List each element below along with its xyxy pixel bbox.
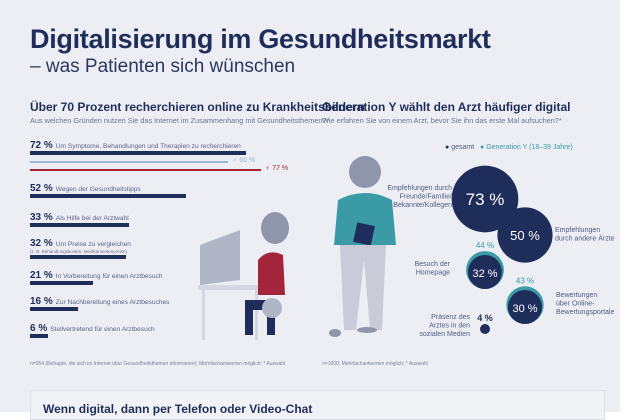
- man-with-tablet-illustration: [329, 156, 396, 337]
- bottom-heading: Wenn digital, dann per Telefon oder Vide…: [43, 402, 313, 416]
- bar-value: 6 %: [30, 323, 48, 334]
- bubble-generation-y-label: 44 %: [476, 241, 494, 250]
- bar-category: Wegen der Gesundheitstipps: [55, 186, 141, 193]
- right-question: Wie erfahren Sie von einem Arzt, bevor S…: [322, 116, 562, 125]
- bubble-gesamt-label: 50 %: [510, 228, 540, 243]
- legend-generation-y: ● Generation Y (18–39 Jahre): [480, 144, 573, 151]
- woman-at-computer-illustration: [198, 212, 289, 340]
- bar: [30, 151, 246, 155]
- bubble-gesamt: [480, 324, 490, 334]
- bar-label: 16 % Zur Nachbereitung eines Arztbesuches: [30, 296, 169, 307]
- bubble-category-label: Bewertungen über Online-Bewertungsportale: [556, 292, 614, 316]
- bar-category: In Vorbereitung für einen Arztbesuch: [55, 273, 163, 280]
- bar-label: 72 % Um Symptome, Behandlungen und Therap…: [30, 140, 241, 151]
- bubble-category-label: Empfehlungen durch andere Ärzte: [555, 227, 615, 243]
- left-question: Aus welchen Gründen nutzen Sie das Inter…: [30, 116, 330, 125]
- bar-value: 52 %: [30, 183, 53, 194]
- bar-category: Als Hilfe bei der Arztwahl: [55, 215, 129, 222]
- bottom-section: Wenn digital, dann per Telefon oder Vide…: [30, 390, 605, 420]
- bar-label: 32 % Um Preise zu vergleichen (z. B. Behan…: [30, 238, 131, 254]
- bubble-category-label: Präsenz des Arztes in den sozialen Medien: [419, 314, 470, 338]
- bubble-generation-y-label: 43 %: [516, 276, 534, 285]
- bubble-gesamt-label: 4 %: [477, 313, 493, 323]
- bar-category: Um Symptome, Behandlungen und Therapien …: [55, 143, 241, 150]
- bubble-chart: 73 % Empfehlungen durch Freunde/Familie/Be…: [387, 165, 615, 338]
- bubble-gesamt: [508, 290, 542, 324]
- gender-bar: [30, 169, 261, 171]
- bar-label: 6 % Stellvertretend für einen Arztbesuch: [30, 323, 155, 334]
- bar-label: 52 % Wegen der Gesundheitstipps: [30, 183, 141, 194]
- bubble-gesamt-label: 32 %: [472, 268, 497, 280]
- bar: [30, 223, 129, 227]
- bubble-gesamt: [468, 255, 502, 289]
- left-heading: Über 70 Prozent recherchieren online zu …: [30, 100, 365, 114]
- bubble-gesamt-label: 30 %: [512, 303, 537, 315]
- gender-bar-label: ♀ 77 %: [265, 165, 289, 172]
- bar-category: Um Preise zu vergleichen: [55, 241, 131, 248]
- bar: [30, 194, 186, 198]
- bubble-category-label: Besuch der Homepage: [415, 261, 451, 277]
- bar: [30, 334, 48, 338]
- left-footnote: n=954 (Befragte, die sich im Internet üb…: [30, 361, 286, 367]
- bar-category: Stellvertretend für einen Arztbesuch: [50, 326, 155, 333]
- bar: [30, 255, 126, 259]
- bubble-gesamt: [451, 165, 519, 233]
- bar-sublabel: (z. B. Behandlungskosten, Medikamentenpr…: [30, 249, 128, 254]
- bar: [30, 307, 78, 311]
- bubble-category-label: Empfehlungen durch Freunde/Familie/Bekann…: [387, 185, 452, 209]
- bar-label: 33 % Als Hilfe bei der Arztwahl: [30, 212, 129, 223]
- page-subtitle: – was Patienten sich wünschen: [30, 56, 296, 77]
- gender-bar: [30, 161, 228, 163]
- bar-value: 32 %: [30, 238, 53, 249]
- legend-gesamt: ● gesamt: [445, 144, 475, 151]
- right-heading: Generation Y wählt den Arzt häufiger dig…: [322, 100, 571, 114]
- right-footnote: n=1000; Mehrfachantworten möglich; * Aus…: [322, 361, 428, 367]
- bar-value: 33 %: [30, 212, 53, 223]
- bar-value: 16 %: [30, 296, 53, 307]
- bar-label: 21 % In Vorbereitung für einen Arztbesuch: [30, 270, 162, 281]
- page-title: Digitalisierung im Gesundheitsmarkt: [30, 24, 491, 54]
- bubble-gesamt-label: 73 %: [466, 190, 505, 209]
- gender-bar-label: ♂ 66 %: [232, 157, 256, 164]
- bar-value: 72 %: [30, 140, 53, 151]
- bar-value: 21 %: [30, 270, 53, 281]
- bar-category: Zur Nachbereitung eines Arztbesuches: [55, 299, 170, 306]
- bar: [30, 281, 93, 285]
- bubble-gesamt: [497, 207, 553, 263]
